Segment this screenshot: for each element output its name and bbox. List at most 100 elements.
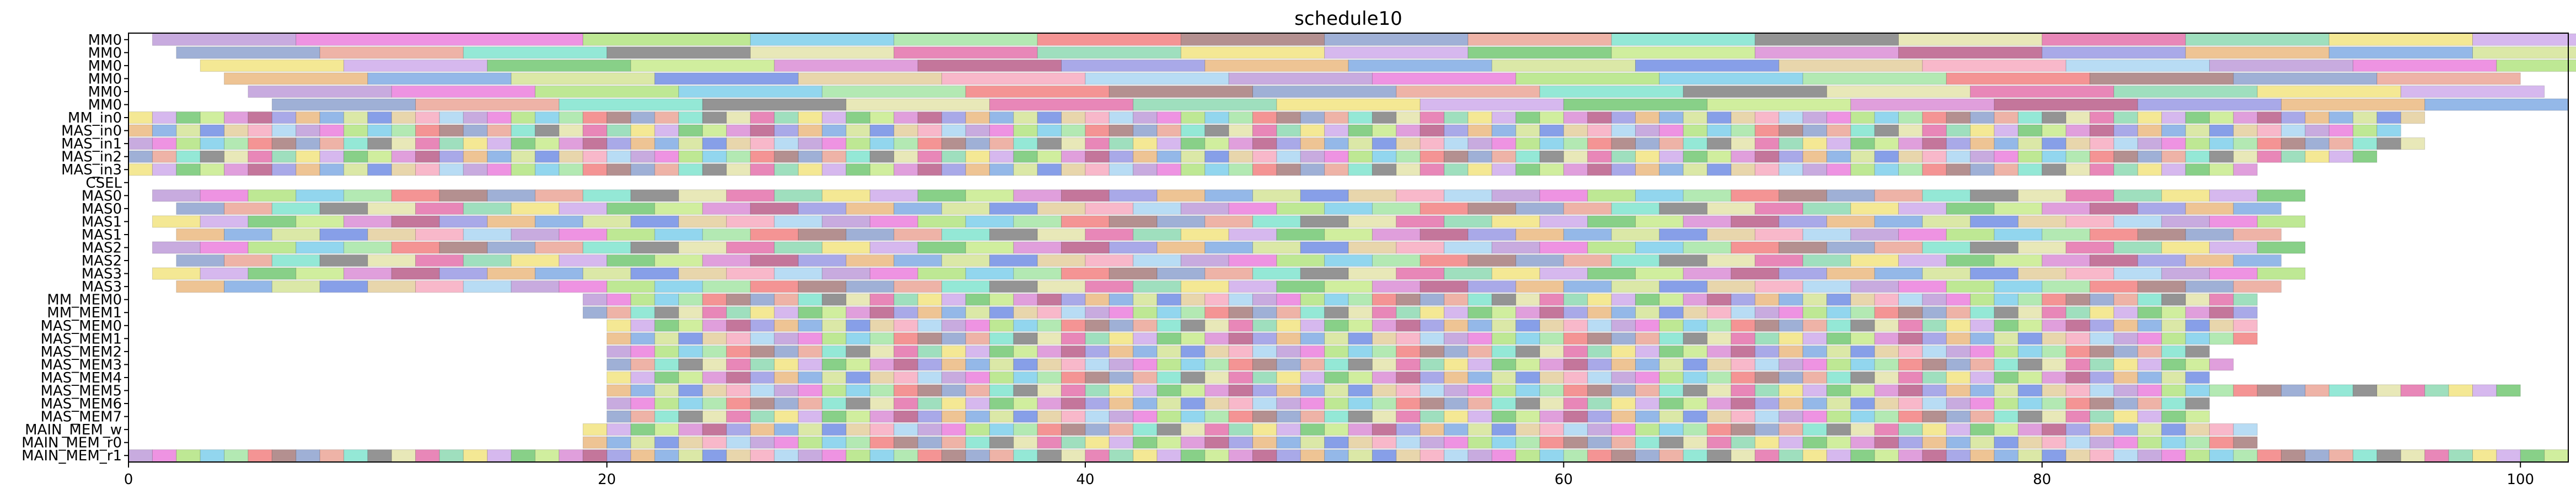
gantt-bar — [1563, 202, 1612, 215]
gantt-bar — [2137, 332, 2162, 345]
gantt-bar — [1156, 306, 1181, 319]
gantt-bar — [1468, 228, 1517, 241]
gantt-bar — [2161, 241, 2210, 254]
gantt-bar — [1300, 371, 1325, 384]
gantt-bar — [1396, 423, 1421, 436]
gantt-bar — [702, 436, 727, 449]
gantt-bar — [1443, 163, 1469, 176]
gantt-bar — [1180, 111, 1206, 124]
gantt-bar — [391, 449, 416, 462]
gantt-bar — [463, 449, 488, 462]
gantt-bar — [1228, 111, 1254, 124]
gantt-bar — [319, 111, 344, 124]
gantt-bar — [1228, 228, 1277, 241]
gantt-bar — [1611, 254, 1660, 267]
gantt-bar — [2400, 384, 2425, 397]
gantt-bar — [1611, 306, 1636, 319]
gantt-bar — [917, 423, 942, 436]
gantt-bar — [223, 163, 249, 176]
gantt-bar — [296, 267, 344, 280]
gantt-bar — [1013, 163, 1038, 176]
gantt-bar — [319, 150, 344, 163]
gantt-bar — [1994, 345, 2018, 358]
gantt-bar — [1707, 319, 1732, 332]
gantt-bar — [1802, 436, 1827, 449]
gantt-bar — [2209, 124, 2234, 137]
gantt-bar — [1204, 137, 1229, 150]
gantt-bar — [128, 137, 153, 150]
gantt-bar — [1826, 319, 1851, 332]
gantt-bar — [965, 358, 990, 371]
gantt-bar — [343, 137, 368, 150]
gantt-bar — [511, 72, 655, 85]
gantt-bar — [2065, 345, 2091, 358]
gantt-bar — [2113, 215, 2162, 228]
gantt-bar — [1539, 358, 1564, 371]
gantt-bar — [1779, 384, 1803, 397]
gantt-bar — [1133, 371, 1158, 384]
gantt-bar — [774, 163, 799, 176]
gantt-bar — [200, 163, 224, 176]
gantt-bar — [2042, 150, 2066, 163]
gantt-bar — [1826, 137, 1851, 150]
gantt-bar — [1635, 345, 1660, 358]
gantt-bar — [1468, 410, 1492, 423]
gantt-bar — [1108, 371, 1134, 384]
gantt-bar — [1946, 150, 1971, 163]
gantt-bar — [1635, 293, 1660, 306]
gantt-bar — [1898, 449, 1923, 462]
gantt-bar — [1563, 163, 1588, 176]
gantt-bar — [965, 189, 1014, 202]
gantt-bar — [2185, 150, 2210, 163]
gantt-bar — [774, 111, 799, 124]
gantt-bar — [1994, 332, 2018, 345]
gantt-bar — [1659, 423, 1684, 436]
gantt-bar — [893, 306, 918, 319]
x-tick-label: 100 — [2507, 471, 2534, 488]
gantt-bar — [630, 59, 775, 72]
gantt-bar — [2042, 163, 2066, 176]
gantt-bar — [845, 111, 871, 124]
gantt-bar — [1707, 280, 1755, 293]
gantt-bar — [439, 449, 464, 462]
gantt-bar — [1898, 397, 1923, 410]
gantt-bar — [1707, 436, 1732, 449]
gantt-bar — [2161, 436, 2186, 449]
gantt-bar — [1180, 306, 1206, 319]
gantt-bar — [2185, 228, 2234, 241]
gantt-bar — [511, 254, 560, 267]
gantt-bar — [2065, 449, 2091, 462]
gantt-bar — [1515, 306, 1540, 319]
gantt-bar — [2305, 449, 2329, 462]
gantt-bar — [941, 72, 1086, 85]
y-tick-label: MAS_MEM6 — [40, 396, 122, 412]
gantt-bar — [223, 150, 249, 163]
gantt-bar — [1994, 410, 2018, 423]
gantt-bar — [1133, 202, 1181, 215]
gantt-bar — [2185, 397, 2210, 410]
gantt-bar — [1946, 436, 1971, 449]
gantt-bar — [750, 345, 775, 358]
gantt-bar — [248, 267, 297, 280]
gantt-bar — [606, 306, 631, 319]
gantt-bar — [893, 202, 942, 215]
y-tick-label: MM_in0 — [68, 110, 122, 126]
gantt-bar — [2305, 137, 2329, 150]
gantt-bar — [1276, 254, 1325, 267]
gantt-bar — [726, 423, 751, 436]
gantt-bar — [2137, 150, 2162, 163]
gantt-bar — [1156, 371, 1181, 384]
gantt-bar — [1802, 410, 1827, 423]
gantt-bar — [1204, 423, 1229, 436]
gantt-bar — [654, 384, 679, 397]
gantt-bar — [1659, 345, 1684, 358]
gantt-bar — [271, 449, 297, 462]
gantt-bar — [1396, 332, 1421, 345]
gantt-bar — [1468, 449, 1492, 462]
gantt-bar — [1779, 150, 1803, 163]
gantt-bar — [702, 306, 727, 319]
gantt-bar — [1156, 384, 1181, 397]
gantt-bar — [1946, 111, 1971, 124]
gantt-bar — [1420, 410, 1444, 423]
gantt-bar — [1396, 111, 1421, 124]
